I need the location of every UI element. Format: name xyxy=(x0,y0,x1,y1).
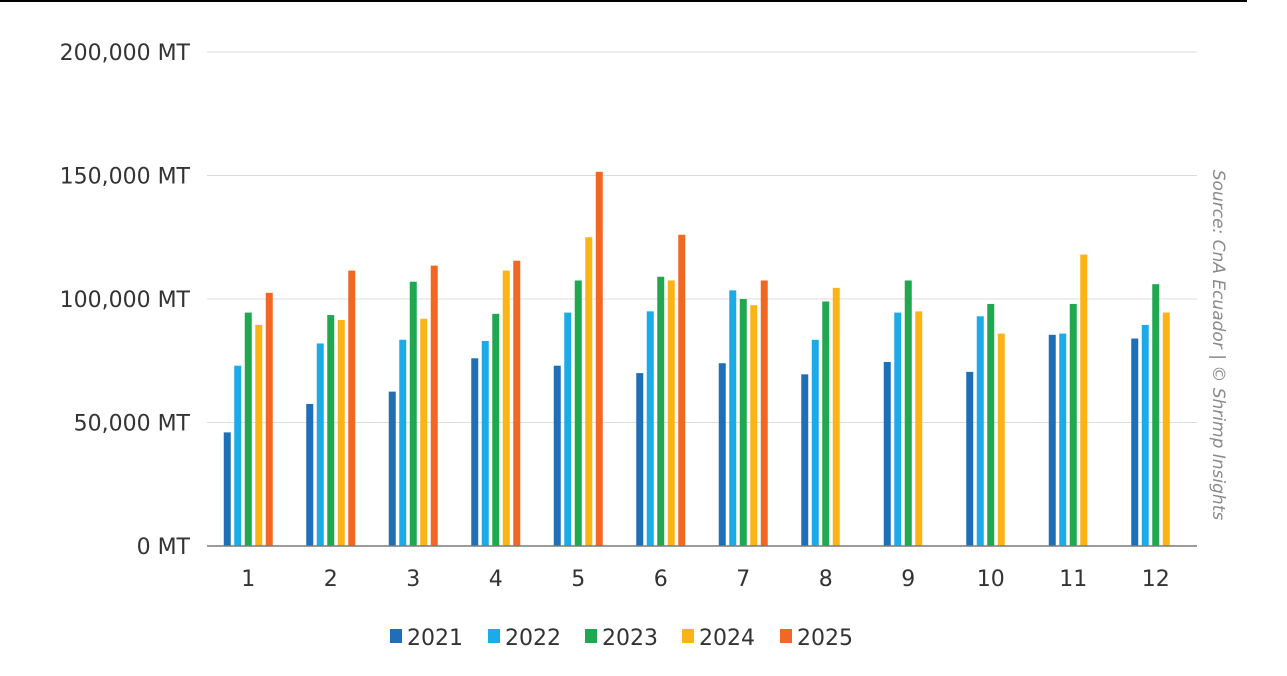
bar-2021-9 xyxy=(883,361,891,546)
bar-2021-11 xyxy=(1048,334,1056,546)
legend: 2021 2022 2023 2024 2025 xyxy=(390,626,853,651)
bar-2022-8 xyxy=(811,339,819,546)
bar-2023-1 xyxy=(244,312,252,546)
bar-2021-2 xyxy=(306,403,314,546)
bar-2025-3 xyxy=(430,265,438,546)
bar-2022-4 xyxy=(481,340,489,546)
bar-2024-9 xyxy=(915,311,923,546)
gridlines xyxy=(207,51,1197,423)
bar-2023-4 xyxy=(492,313,500,546)
bar-2024-4 xyxy=(502,270,510,546)
bar-2023-8 xyxy=(822,301,830,546)
bar-2024-11 xyxy=(1080,254,1088,547)
bar-2021-1 xyxy=(223,432,231,546)
bar-2022-9 xyxy=(894,312,902,546)
x-tick-label: 9 xyxy=(901,567,915,592)
bar-2023-7 xyxy=(739,299,747,546)
x-tick-label: 3 xyxy=(406,567,420,592)
y-tick-label: 200,000 MT xyxy=(60,41,191,66)
x-tick-label: 2 xyxy=(324,567,338,592)
bar-2025-4 xyxy=(513,260,521,546)
y-tick-label: 50,000 MT xyxy=(74,412,191,437)
legend-swatch-2024 xyxy=(682,629,694,643)
legend-label-2024: 2024 xyxy=(699,626,755,651)
bar-2022-2 xyxy=(316,343,324,546)
bar-2021-5 xyxy=(553,365,561,546)
bar-2025-5 xyxy=(595,171,603,547)
bar-2021-10 xyxy=(966,371,974,546)
legend-swatch-2021 xyxy=(390,629,402,643)
bar-2024-12 xyxy=(1162,312,1170,546)
bar-2022-3 xyxy=(399,339,407,546)
legend-label-2025: 2025 xyxy=(797,626,853,651)
bar-2025-6 xyxy=(678,234,686,546)
bar-2022-5 xyxy=(564,312,572,546)
bar-2022-11 xyxy=(1059,333,1067,546)
bar-2025-2 xyxy=(348,270,356,546)
bar-2021-4 xyxy=(471,358,479,546)
bar-2023-5 xyxy=(574,280,582,546)
bar-2024-10 xyxy=(997,333,1005,546)
x-tick-label: 5 xyxy=(571,567,585,592)
bar-2024-1 xyxy=(255,324,263,546)
y-tick-label: 0 MT xyxy=(137,535,191,560)
bar-2025-7 xyxy=(760,280,768,546)
legend-label-2023: 2023 xyxy=(602,626,658,651)
legend-swatch-2022 xyxy=(488,629,500,643)
bar-2021-12 xyxy=(1131,338,1139,546)
bar-2021-3 xyxy=(388,391,396,546)
legend-swatch-2025 xyxy=(780,629,792,643)
x-tick-label: 1 xyxy=(241,567,255,592)
x-tick-label: 12 xyxy=(1142,567,1170,592)
y-axis-tick-labels: 0 MT 50,000 MT 100,000 MT 150,000 MT 200,000… xyxy=(60,41,191,560)
bar-2024-8 xyxy=(832,287,840,546)
bar-2022-12 xyxy=(1141,324,1149,546)
y-tick-label: 150,000 MT xyxy=(60,165,191,190)
x-tick-label: 8 xyxy=(819,567,833,592)
legend-label-2021: 2021 xyxy=(407,626,463,651)
bar-2024-6 xyxy=(667,280,675,546)
bar-2025-1 xyxy=(265,292,273,546)
bar-2023-10 xyxy=(987,303,995,546)
bar-2022-6 xyxy=(646,311,654,546)
x-tick-label: 7 xyxy=(736,567,750,592)
bar-2023-9 xyxy=(904,280,912,546)
bar-2023-6 xyxy=(657,276,665,546)
y-tick-label: 100,000 MT xyxy=(60,288,191,313)
bar-2024-3 xyxy=(420,318,428,546)
legend-swatch-2023 xyxy=(585,629,597,643)
bar-2023-3 xyxy=(409,281,417,546)
top-border-rule xyxy=(0,0,1247,2)
legend-label-2022: 2022 xyxy=(505,626,561,651)
bar-2024-5 xyxy=(585,237,593,546)
x-axis-tick-labels: 1 2 3 4 5 6 7 8 9 10 11 12 xyxy=(241,567,1170,592)
bar-2023-11 xyxy=(1069,303,1077,546)
bar-2021-7 xyxy=(718,363,726,546)
bar-2021-8 xyxy=(801,374,809,546)
bar-2023-12 xyxy=(1152,284,1160,546)
bar-2023-2 xyxy=(327,315,335,546)
bar-2024-7 xyxy=(750,305,758,546)
x-tick-label: 6 xyxy=(654,567,668,592)
bar-2024-2 xyxy=(337,319,345,546)
source-note: Source: CnA Ecuador | © Shrimp Insights xyxy=(1208,170,1228,521)
bar-2022-7 xyxy=(729,290,737,546)
x-tick-label: 11 xyxy=(1059,567,1087,592)
bar-series xyxy=(223,171,1170,547)
x-tick-label: 4 xyxy=(489,567,503,592)
x-tick-label: 10 xyxy=(977,567,1005,592)
bar-2021-6 xyxy=(636,373,644,546)
bar-2022-10 xyxy=(976,316,984,546)
bar-2022-1 xyxy=(234,365,242,546)
